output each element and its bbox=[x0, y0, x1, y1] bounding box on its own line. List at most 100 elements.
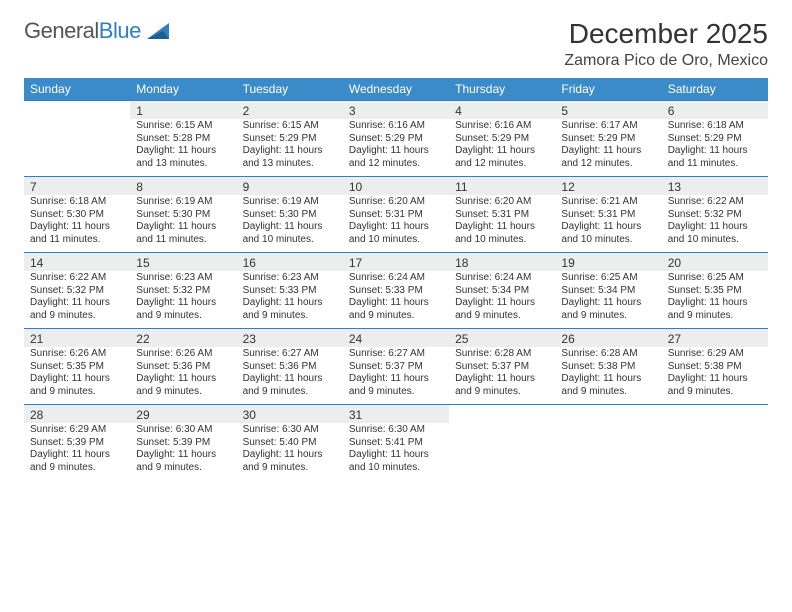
day-details: Sunrise: 6:30 AMSunset: 5:40 PMDaylight:… bbox=[237, 423, 343, 480]
brand-text: GeneralBlue bbox=[24, 18, 141, 44]
detail-line: Sunset: 5:37 PM bbox=[349, 361, 443, 374]
detail-line: and 10 minutes. bbox=[561, 234, 655, 247]
day-details: Sunrise: 6:22 AMSunset: 5:32 PMDaylight:… bbox=[24, 271, 130, 328]
calendar-cell: 19Sunrise: 6:25 AMSunset: 5:34 PMDayligh… bbox=[555, 253, 661, 329]
calendar-cell: 14Sunrise: 6:22 AMSunset: 5:32 PMDayligh… bbox=[24, 253, 130, 329]
detail-line: Sunset: 5:32 PM bbox=[668, 209, 762, 222]
detail-line: Sunset: 5:35 PM bbox=[668, 285, 762, 298]
day-details: Sunrise: 6:16 AMSunset: 5:29 PMDaylight:… bbox=[343, 119, 449, 176]
day-number: 27 bbox=[662, 329, 768, 347]
detail-line: Sunrise: 6:24 AM bbox=[455, 272, 549, 285]
day-details: Sunrise: 6:30 AMSunset: 5:39 PMDaylight:… bbox=[130, 423, 236, 480]
detail-line: Daylight: 11 hours bbox=[136, 449, 230, 462]
detail-line: Sunrise: 6:29 AM bbox=[668, 348, 762, 361]
detail-line: Sunrise: 6:20 AM bbox=[349, 196, 443, 209]
day-number: 9 bbox=[237, 177, 343, 195]
day-details: Sunrise: 6:19 AMSunset: 5:30 PMDaylight:… bbox=[237, 195, 343, 252]
detail-line: Sunrise: 6:29 AM bbox=[30, 424, 124, 437]
detail-line: Daylight: 11 hours bbox=[455, 145, 549, 158]
detail-line: Sunset: 5:34 PM bbox=[561, 285, 655, 298]
day-number: 22 bbox=[130, 329, 236, 347]
detail-line: Daylight: 11 hours bbox=[455, 373, 549, 386]
detail-line: and 9 minutes. bbox=[455, 310, 549, 323]
detail-line: Sunrise: 6:17 AM bbox=[561, 120, 655, 133]
detail-line: Sunset: 5:31 PM bbox=[349, 209, 443, 222]
detail-line: and 11 minutes. bbox=[30, 234, 124, 247]
detail-line: and 9 minutes. bbox=[349, 386, 443, 399]
detail-line: Sunset: 5:36 PM bbox=[136, 361, 230, 374]
detail-line: and 9 minutes. bbox=[668, 310, 762, 323]
day-number: 2 bbox=[237, 101, 343, 119]
day-number: 28 bbox=[24, 405, 130, 423]
day-number: 26 bbox=[555, 329, 661, 347]
detail-line: Sunset: 5:40 PM bbox=[243, 437, 337, 450]
weekday-header: Thursday bbox=[449, 78, 555, 101]
calendar-table: SundayMondayTuesdayWednesdayThursdayFrid… bbox=[24, 78, 768, 480]
day-number: 15 bbox=[130, 253, 236, 271]
detail-line: Daylight: 11 hours bbox=[561, 145, 655, 158]
detail-line: and 9 minutes. bbox=[30, 310, 124, 323]
detail-line: Sunrise: 6:22 AM bbox=[30, 272, 124, 285]
day-details: Sunrise: 6:21 AMSunset: 5:31 PMDaylight:… bbox=[555, 195, 661, 252]
calendar-cell: 1Sunrise: 6:15 AMSunset: 5:28 PMDaylight… bbox=[130, 101, 236, 177]
day-number: 11 bbox=[449, 177, 555, 195]
day-details: Sunrise: 6:29 AMSunset: 5:38 PMDaylight:… bbox=[662, 347, 768, 404]
calendar-cell bbox=[662, 405, 768, 481]
detail-line: and 9 minutes. bbox=[136, 462, 230, 475]
day-details: Sunrise: 6:17 AMSunset: 5:29 PMDaylight:… bbox=[555, 119, 661, 176]
detail-line: Daylight: 11 hours bbox=[30, 221, 124, 234]
day-details: Sunrise: 6:22 AMSunset: 5:32 PMDaylight:… bbox=[662, 195, 768, 252]
calendar-cell: 30Sunrise: 6:30 AMSunset: 5:40 PMDayligh… bbox=[237, 405, 343, 481]
detail-line: Sunrise: 6:19 AM bbox=[136, 196, 230, 209]
detail-line: Daylight: 11 hours bbox=[30, 373, 124, 386]
detail-line: and 9 minutes. bbox=[136, 310, 230, 323]
day-number: 10 bbox=[343, 177, 449, 195]
detail-line: Sunrise: 6:28 AM bbox=[455, 348, 549, 361]
title-block: December 2025 Zamora Pico de Oro, Mexico bbox=[564, 18, 768, 70]
day-number: 18 bbox=[449, 253, 555, 271]
detail-line: and 12 minutes. bbox=[349, 158, 443, 171]
detail-line: and 9 minutes. bbox=[30, 386, 124, 399]
detail-line: Daylight: 11 hours bbox=[30, 449, 124, 462]
day-details: Sunrise: 6:18 AMSunset: 5:30 PMDaylight:… bbox=[24, 195, 130, 252]
detail-line: Sunset: 5:34 PM bbox=[455, 285, 549, 298]
day-number: 19 bbox=[555, 253, 661, 271]
detail-line: and 13 minutes. bbox=[243, 158, 337, 171]
calendar-cell: 26Sunrise: 6:28 AMSunset: 5:38 PMDayligh… bbox=[555, 329, 661, 405]
detail-line: Sunrise: 6:16 AM bbox=[455, 120, 549, 133]
calendar-row: 7Sunrise: 6:18 AMSunset: 5:30 PMDaylight… bbox=[24, 177, 768, 253]
weekday-header: Friday bbox=[555, 78, 661, 101]
brand-part2: Blue bbox=[99, 18, 141, 43]
calendar-cell: 10Sunrise: 6:20 AMSunset: 5:31 PMDayligh… bbox=[343, 177, 449, 253]
day-details: Sunrise: 6:26 AMSunset: 5:35 PMDaylight:… bbox=[24, 347, 130, 404]
calendar-cell: 16Sunrise: 6:23 AMSunset: 5:33 PMDayligh… bbox=[237, 253, 343, 329]
day-details: Sunrise: 6:15 AMSunset: 5:28 PMDaylight:… bbox=[130, 119, 236, 176]
calendar-cell bbox=[449, 405, 555, 481]
detail-line: Daylight: 11 hours bbox=[668, 373, 762, 386]
day-details: Sunrise: 6:18 AMSunset: 5:29 PMDaylight:… bbox=[662, 119, 768, 176]
calendar-cell: 27Sunrise: 6:29 AMSunset: 5:38 PMDayligh… bbox=[662, 329, 768, 405]
weekday-header: Sunday bbox=[24, 78, 130, 101]
calendar-cell: 25Sunrise: 6:28 AMSunset: 5:37 PMDayligh… bbox=[449, 329, 555, 405]
calendar-cell: 15Sunrise: 6:23 AMSunset: 5:32 PMDayligh… bbox=[130, 253, 236, 329]
detail-line: Daylight: 11 hours bbox=[136, 373, 230, 386]
calendar-cell: 17Sunrise: 6:24 AMSunset: 5:33 PMDayligh… bbox=[343, 253, 449, 329]
detail-line: Daylight: 11 hours bbox=[455, 221, 549, 234]
detail-line: Sunrise: 6:19 AM bbox=[243, 196, 337, 209]
weekday-header: Tuesday bbox=[237, 78, 343, 101]
detail-line: Sunset: 5:37 PM bbox=[455, 361, 549, 374]
header-row: GeneralBlue December 2025 Zamora Pico de… bbox=[24, 18, 768, 70]
detail-line: Sunset: 5:32 PM bbox=[136, 285, 230, 298]
calendar-cell: 12Sunrise: 6:21 AMSunset: 5:31 PMDayligh… bbox=[555, 177, 661, 253]
day-details: Sunrise: 6:24 AMSunset: 5:33 PMDaylight:… bbox=[343, 271, 449, 328]
weekday-header-row: SundayMondayTuesdayWednesdayThursdayFrid… bbox=[24, 78, 768, 101]
brand-logo: GeneralBlue bbox=[24, 18, 173, 44]
detail-line: Daylight: 11 hours bbox=[349, 297, 443, 310]
detail-line: Sunset: 5:33 PM bbox=[243, 285, 337, 298]
day-details: Sunrise: 6:28 AMSunset: 5:37 PMDaylight:… bbox=[449, 347, 555, 404]
day-number: 3 bbox=[343, 101, 449, 119]
day-number: 5 bbox=[555, 101, 661, 119]
day-details: Sunrise: 6:23 AMSunset: 5:33 PMDaylight:… bbox=[237, 271, 343, 328]
calendar-cell: 6Sunrise: 6:18 AMSunset: 5:29 PMDaylight… bbox=[662, 101, 768, 177]
calendar-cell: 21Sunrise: 6:26 AMSunset: 5:35 PMDayligh… bbox=[24, 329, 130, 405]
